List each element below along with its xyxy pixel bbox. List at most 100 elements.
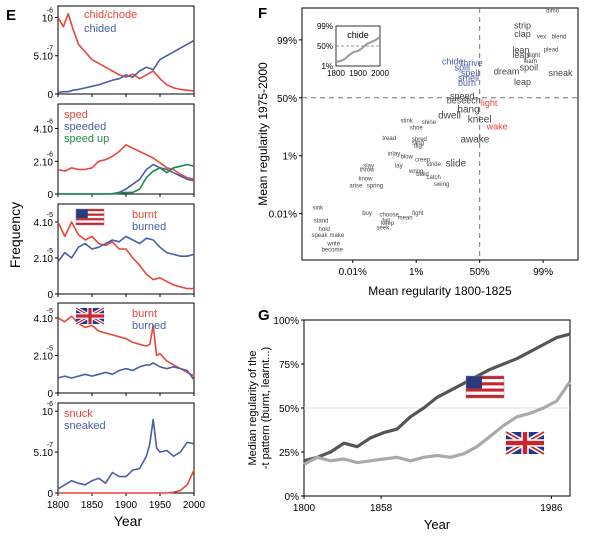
point-label: wring: [408, 169, 423, 175]
inset-x-tick-label: 1800: [327, 69, 345, 78]
point-label: dimo: [546, 8, 560, 14]
flag-stripe: [76, 211, 104, 214]
point-label: light: [481, 98, 498, 108]
y-axis-label-line2: -t pattern (burnt, learnt...): [260, 347, 272, 469]
flag-border: [75, 208, 105, 226]
point-label: spill: [454, 62, 470, 72]
point-label: throw: [360, 168, 375, 174]
chart-F: 0.01% 1% 50% 99% 0.01% 1% 50% 99% Mean regularit…: [256, 7, 579, 298]
x-tick-label: 2000: [183, 500, 206, 511]
point-label: build: [416, 172, 429, 178]
point-label: mean: [398, 215, 413, 221]
legend-entry: speeded: [64, 121, 106, 133]
y-tick-label: 50%: [277, 94, 297, 105]
x-tick-label: 50%: [470, 267, 490, 278]
point-label: catch: [426, 175, 440, 181]
y-tick-exponent: -6: [47, 151, 53, 158]
flag-stripe: [76, 218, 104, 221]
y-tick-exponent: -5: [47, 308, 53, 315]
series-line-us: [303, 332, 571, 463]
plot-frame: [57, 103, 195, 195]
chart-E1: 0 5.10-7 10-6 chid/chode chided: [34, 5, 195, 101]
point-label: shred: [412, 137, 427, 143]
point-label: tread: [382, 136, 396, 142]
series-line-burned: [57, 362, 195, 381]
flag-stripe: [466, 379, 504, 383]
point-label: make: [330, 233, 345, 239]
y-tick-label: 0: [47, 190, 53, 201]
y-tick-label: 0: [47, 489, 53, 500]
y-tick-exponent: -6: [47, 401, 53, 408]
point-label: shine: [422, 120, 437, 126]
x-tick-label: 1%: [409, 267, 424, 278]
inset-title: chide: [347, 30, 369, 40]
point-label: speak: [311, 233, 328, 239]
point-label: buy: [362, 211, 372, 217]
us-flag-icon: [75, 208, 105, 226]
point-label: stride: [426, 162, 441, 168]
series-line-uk: [303, 380, 572, 466]
point-label: write: [326, 242, 340, 248]
point-label: swing: [434, 182, 449, 188]
flag-stripe: [466, 388, 504, 392]
point-label: fight: [412, 211, 424, 217]
flag-border: [465, 375, 505, 399]
point-label: leap: [512, 50, 529, 60]
legend-entry: speed up: [64, 133, 109, 145]
y-tick-label: 2.10: [34, 254, 54, 265]
y-tick-exponent: -7: [47, 442, 53, 449]
panel-g: 0% 25% 50% 75% 100% 1800 1858 1986 Year Median re…: [247, 316, 572, 532]
y-axis-label: Mean regularity 1975-2000: [256, 62, 270, 206]
y-tick-label: 50%: [279, 404, 299, 415]
y-tick-label: 0%: [285, 492, 300, 503]
x-axis-label: Year: [424, 517, 451, 532]
point-label: thrive: [461, 58, 483, 68]
legend-entry: burned: [132, 221, 166, 233]
point-label: spoil: [520, 62, 539, 72]
panel-label-f: F: [258, 5, 267, 22]
point-label: arise: [349, 184, 363, 190]
flag-stripe: [76, 222, 104, 225]
flag-canton: [466, 376, 482, 389]
point-label: strip: [514, 20, 531, 30]
x-tick-label: 1950: [149, 500, 172, 511]
x-tick-label: 1800: [293, 503, 316, 514]
y-tick-label: 4.10: [34, 314, 54, 325]
point-label: stand: [314, 218, 329, 224]
y-axis-label-line1: Median regularity of the: [247, 351, 259, 466]
panel-e: 05.10-710-6 chid/chodechided02.10-64.10-6…: [34, 5, 206, 511]
x-tick-label: 1986: [540, 503, 563, 514]
y-tick-label: 75%: [279, 360, 299, 371]
legend-entry: chided: [84, 23, 116, 35]
series-line-burnt: [57, 221, 194, 290]
y-tick-exponent: -7: [47, 46, 53, 53]
point-label: vex: [537, 34, 546, 40]
flag-stripe: [466, 394, 504, 398]
point-label: blow: [401, 155, 414, 161]
point-label: fall: [382, 218, 390, 224]
y-tick-label: 10: [42, 13, 54, 24]
point-label: wake: [486, 122, 508, 132]
e-xlabel: Year: [114, 513, 143, 529]
y-tick-label: 0: [47, 90, 53, 101]
y-tick-label: 10: [42, 407, 54, 418]
x-tick-label: 0.01%: [339, 267, 367, 278]
y-tick-label: 4.10: [34, 218, 54, 229]
point-label: hang: [457, 104, 479, 115]
y-tick-label: 2.10: [34, 352, 54, 363]
flag-canton: [76, 209, 88, 219]
inset-series-line: [335, 36, 381, 63]
y-axis-label: Median regularity of the-t pattern (burn…: [247, 347, 272, 469]
series-line-chided: [57, 39, 195, 94]
legend-entry: sneaked: [64, 420, 106, 432]
point-label: smell: [458, 73, 479, 83]
y-tick-label: 100%: [273, 316, 299, 327]
flag-cross-red: [506, 440, 544, 446]
point-label: learn: [524, 59, 537, 65]
point-label: creep: [415, 158, 431, 164]
chart-G: 0% 25% 50% 75% 100% 1800 1858 1986 Year Median re…: [247, 316, 572, 532]
flag-stripe: [466, 391, 504, 395]
